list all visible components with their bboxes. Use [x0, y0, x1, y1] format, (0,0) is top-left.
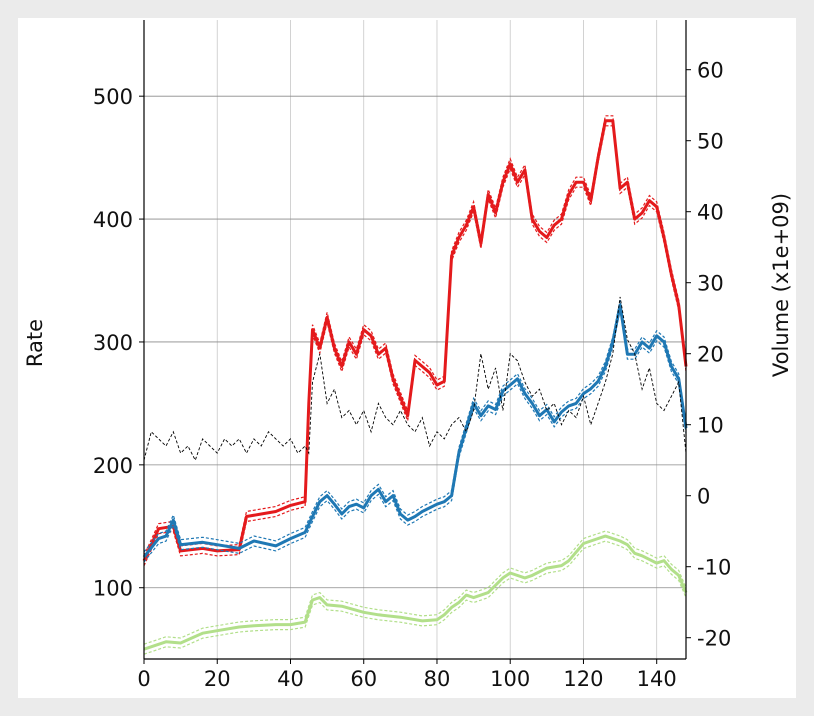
x-tick-label: 100 [490, 667, 530, 691]
x-tick-label: 60 [350, 667, 377, 691]
x-tick-label: 120 [563, 667, 603, 691]
axes [139, 20, 691, 664]
series-band-0 [143, 115, 687, 556]
y-tick-label: 100 [93, 577, 133, 601]
y2-tick-label: 40 [697, 201, 724, 225]
y-tick-label: 400 [93, 208, 133, 232]
series-line-0 [142, 119, 688, 562]
y2-tick-label: 50 [697, 130, 724, 154]
series-line-2 [143, 534, 688, 651]
series-line-1 [142, 303, 688, 558]
grid [143, 20, 686, 659]
y-tick-label: 500 [93, 85, 133, 109]
y2-axis-title: Volume (x1e+09) [769, 193, 793, 377]
y-tick-label: 300 [93, 331, 133, 355]
y-axis-title: Rate [23, 319, 47, 367]
series-band-2 [143, 540, 687, 655]
x-tick-label: 140 [637, 667, 677, 691]
series-line-3 [143, 296, 687, 462]
series-band-2 [143, 530, 687, 645]
x-tick-label: 20 [204, 667, 231, 691]
series-layer [142, 115, 688, 655]
y2-tick-label: 10 [697, 414, 724, 438]
y2-tick-label: -20 [697, 627, 731, 651]
x-tick-label: 0 [137, 667, 150, 691]
y2-tick-label: 30 [697, 272, 724, 296]
x-tick-label: 40 [277, 667, 304, 691]
y-tick-label: 200 [93, 454, 133, 478]
chart-background [18, 18, 796, 698]
y2-tick-label: 0 [697, 485, 710, 509]
tick-labels: 0 20 40 60 80 100 120 140 100 200 300 400 500 -20 -10 0… [93, 59, 731, 691]
y2-tick-label: 60 [697, 59, 724, 83]
y2-tick-label: -10 [697, 556, 731, 580]
x-tick-label: 80 [424, 667, 451, 691]
y2-tick-label: 20 [697, 343, 724, 367]
